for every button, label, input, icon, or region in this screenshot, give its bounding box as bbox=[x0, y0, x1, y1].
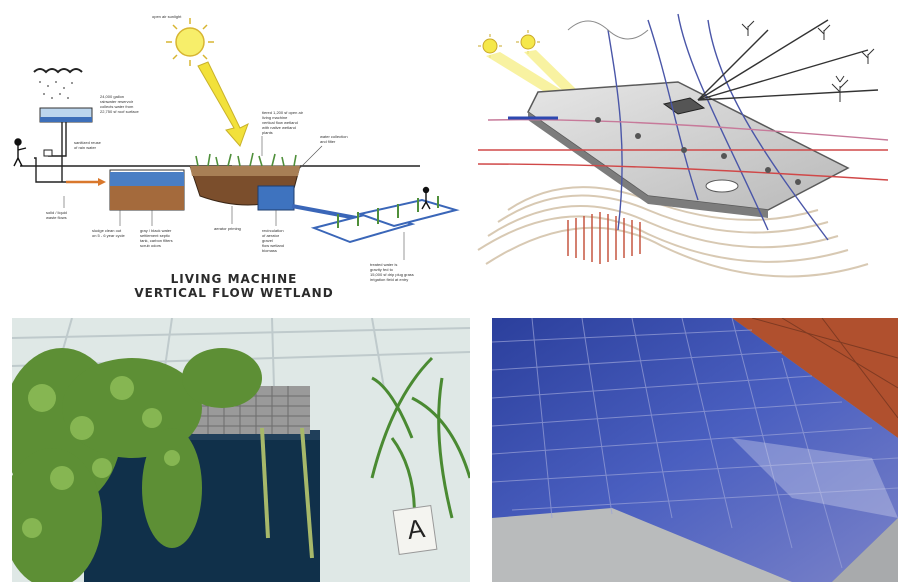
sunlight-arrow bbox=[197, 61, 249, 147]
tree-icons bbox=[741, 20, 875, 102]
solar-roof-artwork bbox=[492, 318, 898, 582]
label-recirc: recirculation of aerator gravel flow wet… bbox=[262, 228, 285, 253]
label-sludge: sludge clean out on 5 - 6 year cycle bbox=[92, 228, 125, 238]
person-icon-2 bbox=[421, 186, 431, 210]
label-irrigation: treated water is gravity fed to 15,000 s… bbox=[370, 262, 414, 282]
water-column-bars bbox=[567, 212, 641, 264]
site-artwork bbox=[477, 13, 889, 278]
slate-tiles bbox=[492, 508, 792, 582]
person-icon bbox=[13, 138, 27, 167]
diagram-artwork bbox=[13, 18, 460, 260]
sun-icon-2 bbox=[516, 30, 540, 54]
sign-card bbox=[392, 505, 438, 555]
diagram-title-line2: VERTICAL FLOW WETLAND bbox=[134, 286, 334, 300]
collection-box bbox=[257, 185, 295, 211]
leader-lines bbox=[63, 136, 405, 260]
sun-icon bbox=[166, 18, 214, 66]
palm-leaves bbox=[370, 356, 470, 549]
panel-grid bbox=[492, 318, 898, 569]
label-tank: gray / black water settlement septic tan… bbox=[140, 228, 173, 248]
label-solids: solid / liquid waste flows bbox=[46, 210, 67, 220]
solar-roof-photo bbox=[492, 318, 898, 582]
label-sun: open air sunlight bbox=[152, 14, 182, 19]
greenhouse-artwork bbox=[12, 318, 470, 582]
flow-nodes bbox=[595, 117, 801, 185]
diagram-title-line1: LIVING MACHINE bbox=[170, 272, 298, 286]
wind-line bbox=[567, 20, 649, 40]
label-aerator: aerator priming bbox=[214, 226, 241, 231]
ivy-highlights bbox=[22, 376, 180, 538]
ivy-foliage bbox=[12, 348, 262, 582]
greenhouse-photo: A bbox=[12, 318, 470, 582]
flow-lines bbox=[477, 13, 889, 241]
living-machine-diagram: open air sunlight 24,000 gallon rainwate… bbox=[0, 0, 468, 312]
slab-edge bbox=[528, 112, 768, 218]
wetland-plants bbox=[195, 152, 297, 167]
sign-letter: A bbox=[405, 512, 427, 546]
label-wetland: tiered 1,200 sf open air living machine … bbox=[262, 110, 303, 135]
irrigation-plants bbox=[337, 196, 439, 228]
hanging-vines bbox=[260, 427, 314, 559]
label-rain: 24,000 gallon rainwater reservoir collec… bbox=[100, 94, 139, 114]
label-reuse: sanitized reuse of rain water bbox=[74, 140, 101, 150]
rain-drops bbox=[39, 81, 73, 99]
site-flow-diagram bbox=[468, 0, 898, 312]
cloud-icon bbox=[33, 68, 83, 74]
sink-icon bbox=[43, 149, 53, 157]
irrigation-field-2 bbox=[356, 198, 460, 228]
label-collection: water collection and filter bbox=[320, 134, 348, 144]
